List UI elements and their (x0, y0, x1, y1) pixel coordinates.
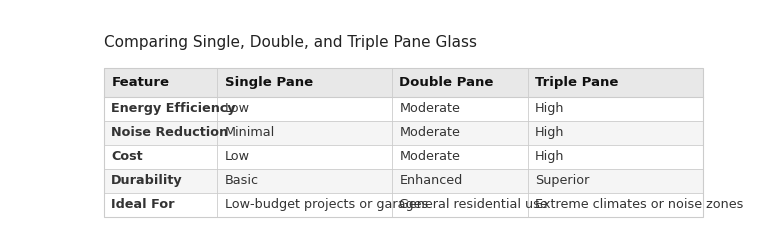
Bar (104, 169, 702, 193)
Text: Feature: Feature (111, 76, 169, 89)
Text: High: High (535, 126, 564, 139)
Text: Moderate: Moderate (399, 102, 460, 115)
Text: Basic: Basic (224, 174, 259, 187)
Text: Durability: Durability (111, 174, 183, 187)
Text: Superior: Superior (535, 174, 590, 187)
Bar (104, 145, 702, 169)
Text: Enhanced: Enhanced (399, 174, 463, 187)
Text: Ideal For: Ideal For (111, 198, 175, 211)
Text: Low: Low (224, 102, 249, 115)
Text: Moderate: Moderate (399, 150, 460, 163)
Text: Comparing Single, Double, and Triple Pane Glass: Comparing Single, Double, and Triple Pan… (104, 35, 477, 51)
Text: Cost: Cost (111, 150, 143, 163)
Bar (104, 68, 702, 96)
Text: Moderate: Moderate (399, 126, 460, 139)
Text: Low: Low (224, 150, 249, 163)
Text: Minimal: Minimal (224, 126, 275, 139)
Bar (104, 96, 702, 121)
Bar (104, 121, 702, 145)
Text: Noise Reduction: Noise Reduction (111, 126, 228, 139)
Text: Extreme climates or noise zones: Extreme climates or noise zones (535, 198, 743, 211)
Text: Triple Pane: Triple Pane (535, 76, 619, 89)
Text: Energy Efficiency: Energy Efficiency (111, 102, 236, 115)
Text: High: High (535, 102, 564, 115)
Text: General residential use: General residential use (399, 198, 548, 211)
Bar (104, 193, 702, 217)
Bar (104, 68, 702, 217)
Text: Double Pane: Double Pane (399, 76, 494, 89)
Text: Single Pane: Single Pane (224, 76, 313, 89)
Text: High: High (535, 150, 564, 163)
Text: Low-budget projects or garages: Low-budget projects or garages (224, 198, 428, 211)
